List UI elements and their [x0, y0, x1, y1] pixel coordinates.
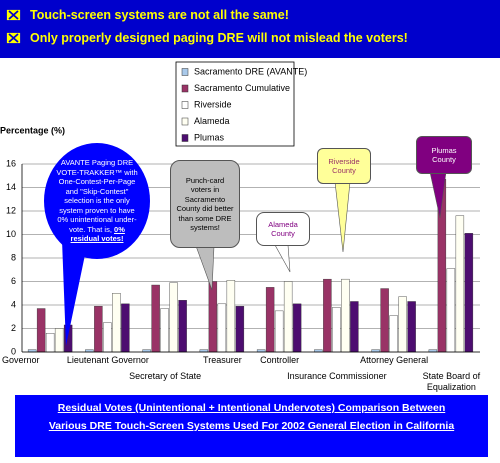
- bar: [323, 278, 332, 353]
- legend-swatch: [181, 134, 189, 142]
- bar: [45, 333, 55, 353]
- y-axis-label: Percentage (%): [0, 125, 65, 135]
- legend-label: Sacramento DRE (AVANTE): [194, 66, 307, 76]
- banner-line: Only properly designed paging DRE will n…: [30, 31, 408, 45]
- bar: [103, 322, 112, 353]
- callout-avante: AVANTE Paging DRE VOTE-TRAKKER™ with One…: [44, 143, 150, 259]
- y-tick-label: 0: [11, 346, 16, 356]
- y-tick-label: 14: [6, 182, 16, 192]
- x-tick-label: State Board of Equalization: [422, 371, 481, 392]
- x-tick-label: Secretary of State: [129, 371, 202, 381]
- footer-bg: [15, 395, 488, 457]
- bar: [398, 296, 407, 353]
- x-tick-label: Governor: [2, 355, 40, 365]
- legend-box: [175, 61, 295, 147]
- bar: [332, 307, 341, 353]
- bar: [208, 281, 218, 353]
- bar: [112, 293, 121, 353]
- bar: [54, 328, 64, 353]
- footer-line: Various DRE Touch-Screen Systems Used Fo…: [48, 420, 455, 432]
- y-tick-label: 12: [6, 205, 16, 215]
- plot: Percentage (%) 0 2 4 6 8 10 12 14 16: [0, 125, 480, 356]
- y-tick-label: 8: [11, 252, 16, 262]
- x-tick-label: Attorney General: [360, 355, 429, 365]
- legend-swatch: [181, 84, 189, 93]
- bar: [380, 288, 389, 353]
- bar: [217, 303, 227, 353]
- banner-bg: [0, 0, 500, 58]
- bar: [178, 300, 187, 353]
- bar: [292, 303, 302, 353]
- callout-emphasis: 0% residual votes!: [70, 224, 125, 244]
- y-tick-label: 4: [11, 299, 16, 309]
- y-tick-label: 6: [11, 276, 16, 286]
- y-tick-label: 2: [11, 323, 16, 333]
- legend-swatch: [181, 68, 189, 76]
- x-tick-label: Lieutenant Governor: [66, 355, 149, 365]
- bar: [160, 308, 169, 353]
- bar: [455, 215, 465, 353]
- bar: [283, 281, 293, 353]
- y-tick-label: 10: [6, 229, 16, 239]
- footer-line: Residual Votes (Unintentional + Intentio…: [57, 402, 446, 414]
- legend-label: Alameda: [194, 116, 230, 126]
- bar: [464, 233, 474, 353]
- bar: [446, 268, 456, 353]
- bar: [274, 310, 284, 353]
- callout-riverside: Riverside County: [317, 148, 371, 184]
- bar: [389, 315, 398, 353]
- bar: [121, 303, 130, 353]
- legend-label: Riverside: [194, 99, 232, 109]
- legend-swatch: [181, 117, 189, 126]
- bar: [151, 284, 160, 353]
- bar: [235, 305, 245, 353]
- callout-alameda: Alameda County: [256, 212, 310, 246]
- x-tick-label: Controller: [260, 355, 300, 365]
- legend-label: Sacramento Cumulative: [194, 83, 290, 93]
- legend-swatch: [181, 101, 189, 109]
- callout-text: AVANTE Paging DRE VOTE-TRAKKER™ with One…: [56, 158, 138, 234]
- bar: [407, 301, 416, 353]
- bar: [350, 301, 359, 353]
- x-tick-label: Insurance Commissioner: [287, 371, 387, 381]
- banner-line: Touch-screen systems are not all the sam…: [30, 8, 289, 22]
- bar: [94, 305, 103, 353]
- y-tick-label: 16: [6, 158, 16, 168]
- check-icon: [5, 8, 22, 45]
- x-tick-label: Treasurer: [203, 355, 242, 365]
- bar: [341, 278, 350, 353]
- bar: [36, 308, 46, 353]
- legend-label: Plumas: [194, 132, 225, 142]
- bar: [265, 287, 275, 353]
- bar: [169, 282, 178, 353]
- bar: [226, 280, 236, 353]
- callout-plumas: Plumas County: [416, 136, 472, 174]
- callout-punchcard: Punch-card voters in Sacramento County d…: [170, 160, 240, 248]
